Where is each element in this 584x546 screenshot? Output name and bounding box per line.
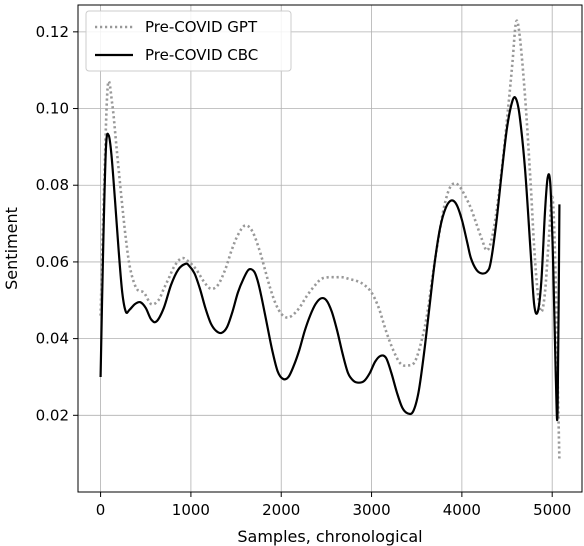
y-tick-label: 0.04 [36, 330, 69, 348]
x-tick-label: 1000 [172, 501, 210, 519]
y-tick-label: 0.12 [36, 23, 69, 41]
y-axis-label: Sentiment [2, 207, 21, 290]
y-tick-label: 0.06 [36, 253, 69, 271]
y-tick-label: 0.08 [36, 176, 69, 194]
x-tick-label: 2000 [262, 501, 300, 519]
series-line-pre-covid-gpt [99, 19, 561, 462]
x-tick-label: 0 [96, 501, 106, 519]
y-tick-label: 0.02 [36, 406, 69, 424]
legend-label-cbc: Pre-COVID CBC [145, 46, 258, 64]
grid [78, 5, 582, 492]
legend-label-gpt: Pre-COVID GPT [145, 18, 258, 36]
legend-box [85, 10, 292, 72]
plot-series [99, 19, 561, 462]
x-tick-label: 3000 [352, 501, 390, 519]
y-tick-label: 0.10 [36, 100, 69, 118]
series-line-pre-covid-cbc [99, 96, 561, 421]
plot-frame [77, 4, 583, 493]
x-axis-label: Samples, chronological [237, 527, 422, 546]
axis-ticks: 0 1000 2000 3000 4000 5000 0.02 0.04 0.06 0.08 0.1… [36, 23, 572, 519]
legend: Pre-COVID GPT Pre-COVID CBC [85, 10, 292, 72]
x-tick-label: 5000 [533, 501, 571, 519]
x-tick-label: 4000 [443, 501, 481, 519]
